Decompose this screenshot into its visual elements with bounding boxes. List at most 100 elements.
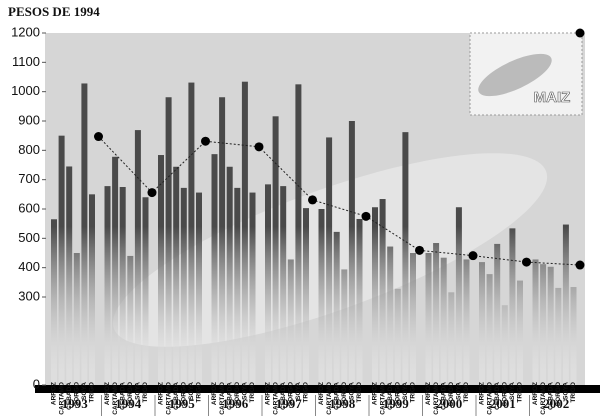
bar [433, 243, 440, 385]
x-tick-label: 1998 [329, 396, 356, 411]
series-label: SOYA [456, 382, 463, 400]
series-label: TRIGO [517, 382, 524, 403]
bar [119, 187, 126, 385]
y-tick-label: 1200 [11, 24, 40, 39]
bar [379, 199, 386, 385]
bar [562, 224, 569, 385]
series-label: CARTAMO [58, 382, 65, 415]
series-label: TRIGO [196, 382, 203, 403]
series-label: CEBADA [119, 382, 126, 410]
bar [555, 287, 562, 385]
series-label: CEBADA [494, 382, 501, 410]
series-label: ARROZ [211, 382, 218, 405]
line [98, 136, 581, 266]
bar [494, 243, 501, 385]
x-tick-label: 2000 [436, 396, 462, 411]
bar [158, 155, 164, 385]
bar [402, 132, 409, 385]
bar [188, 82, 195, 385]
y-tick-label: 600 [18, 200, 40, 215]
series-label: SOYA [509, 382, 516, 400]
series-label: CEBADA [66, 382, 73, 410]
bar [196, 192, 202, 385]
x-tick-label: 1997 [276, 396, 303, 411]
series-label: TRIGO [463, 382, 470, 403]
series-label: SOYA [135, 382, 142, 400]
series-label: CARTAMO [165, 382, 172, 415]
series-label: TRIGO [303, 382, 310, 403]
bar [326, 137, 333, 385]
bar [455, 207, 462, 385]
x-tick-label: 2001 [490, 396, 516, 411]
bar [265, 184, 271, 385]
bar [287, 259, 294, 385]
series-label: SOYA [563, 382, 570, 400]
bar [356, 218, 363, 385]
bar [448, 292, 455, 385]
series-label: ARROZ [425, 382, 432, 405]
bar [540, 264, 547, 385]
series-label: SORGO [74, 382, 81, 406]
series-label: TRIGO [356, 382, 363, 403]
bar [547, 266, 554, 385]
bar [51, 219, 57, 385]
x-tick-label: 1999 [383, 396, 410, 411]
bar [249, 192, 256, 385]
series-label: ARROZ [318, 382, 325, 405]
series-label: ARROZ [51, 382, 58, 405]
bar [333, 231, 340, 385]
bar [440, 257, 447, 385]
bar [234, 187, 241, 385]
y-tick-label: 800 [18, 142, 40, 157]
series-label: SOYA [188, 382, 195, 400]
series-label: CARTAMO [112, 382, 119, 415]
series-label: SORGO [181, 382, 188, 406]
bar [211, 154, 218, 385]
line-marker [522, 257, 531, 267]
bar [165, 97, 172, 386]
series-label: CARTAMO [540, 382, 547, 415]
series-label: SORGO [395, 382, 402, 406]
x-tick-label: 1994 [115, 396, 142, 411]
series-label: CEBADA [226, 382, 233, 410]
bar [425, 253, 432, 385]
line-marker [361, 211, 371, 221]
bar [295, 84, 302, 385]
series-label: TRIGO [410, 382, 417, 403]
bar [517, 280, 523, 385]
line-marker [201, 136, 210, 146]
bar [134, 130, 141, 385]
series-label: CEBADA [333, 382, 340, 410]
bar [532, 259, 539, 385]
bar [272, 116, 279, 385]
series-label: CEBADA [280, 382, 287, 410]
bar [570, 287, 577, 385]
series-label: SORGO [127, 382, 134, 406]
series-label: TRIGO [89, 382, 96, 403]
y-tick-label: 900 [18, 112, 40, 127]
bar [66, 166, 73, 385]
line-marker [147, 188, 157, 198]
series-label: CARTAMO [219, 382, 226, 415]
series-label: SOYA [242, 382, 249, 400]
bar [486, 274, 493, 385]
chart-title: PESOS DE 1994 [8, 4, 100, 19]
bar [127, 255, 134, 385]
series-label: TRIGO [142, 382, 149, 403]
series-label: CEBADA [440, 382, 447, 410]
series-label: CARTAMO [326, 382, 333, 415]
x-tick-label: 1995 [169, 396, 196, 411]
bar [173, 166, 180, 385]
bar [241, 81, 248, 386]
y-tick-label: 300 [18, 288, 40, 303]
legend-marker [575, 28, 585, 38]
bar [280, 186, 287, 385]
bar [58, 135, 65, 385]
series-label: SORGO [234, 382, 241, 406]
bar [226, 166, 233, 385]
series-label: CEBADA [173, 382, 180, 410]
series-label: SORGO [448, 382, 455, 406]
series-label: SOYA [349, 382, 356, 400]
series-label: ARROZ [532, 382, 539, 405]
